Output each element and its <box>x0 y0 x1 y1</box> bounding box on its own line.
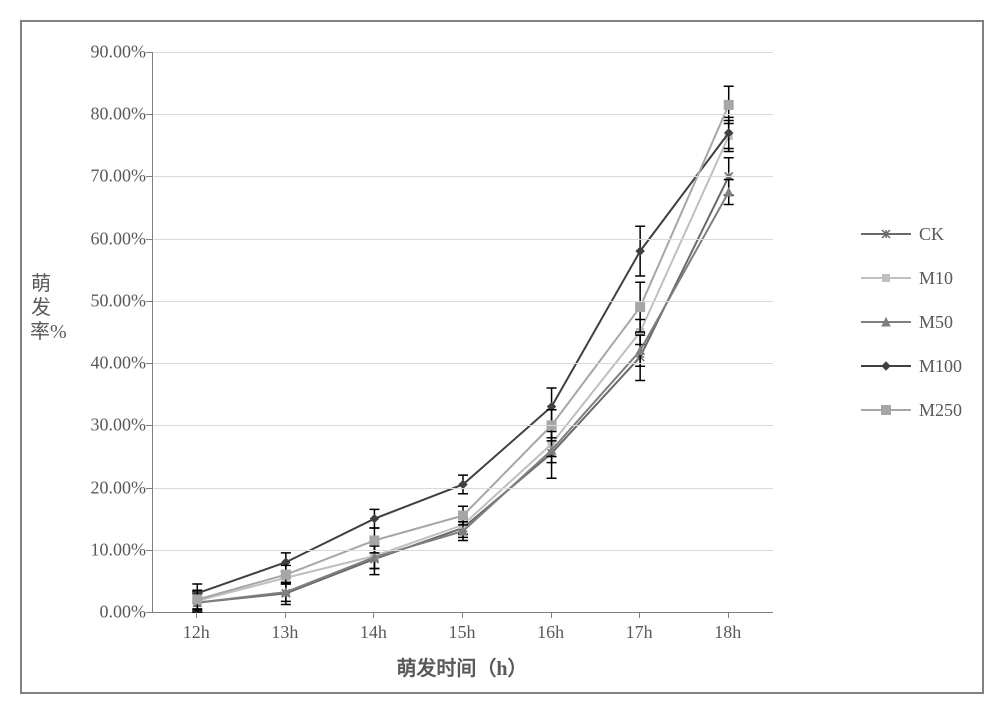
x-tick-mark <box>285 612 286 618</box>
gridline <box>153 176 773 177</box>
y-tick-label: 60.00% <box>56 228 146 249</box>
legend-marker-icon <box>882 275 889 282</box>
y-tick-label: 80.00% <box>56 104 146 125</box>
legend-label: M10 <box>919 268 953 289</box>
x-tick-label: 16h <box>537 622 564 643</box>
y-tick-mark <box>146 176 152 177</box>
marker-M250 <box>370 536 379 545</box>
y-tick-label: 0.00% <box>56 602 146 623</box>
gridline <box>153 239 773 240</box>
legend-label: M250 <box>919 400 962 421</box>
x-tick-label: 18h <box>714 622 741 643</box>
legend-marker-icon <box>881 406 890 415</box>
marker-M100 <box>370 515 378 523</box>
legend-line <box>861 233 911 235</box>
legend-label: M100 <box>919 356 962 377</box>
legend-item-M100: M100 <box>861 354 962 378</box>
y-tick-mark <box>146 550 152 551</box>
plot-area <box>152 52 773 613</box>
y-tick-label: 50.00% <box>56 290 146 311</box>
gridline <box>153 114 773 115</box>
legend-label: M50 <box>919 312 953 333</box>
y-tick-label: 30.00% <box>56 415 146 436</box>
gridline <box>153 52 773 53</box>
marker-M250 <box>281 570 290 579</box>
legend-line <box>861 409 911 411</box>
gridline <box>153 425 773 426</box>
y-tick-mark <box>146 114 152 115</box>
legend: CK M10 M50 M100 M250 <box>861 222 962 442</box>
y-tick-mark <box>146 239 152 240</box>
legend-label: CK <box>919 224 944 245</box>
legend-line <box>861 365 911 367</box>
x-tick-label: 12h <box>183 622 210 643</box>
x-tick-label: 15h <box>449 622 476 643</box>
x-tick-label: 14h <box>360 622 387 643</box>
marker-M250 <box>724 100 733 109</box>
chart-svg <box>153 52 773 612</box>
x-tick-mark <box>728 612 729 618</box>
gridline <box>153 363 773 364</box>
y-axis-title: 萌发率% <box>30 272 52 344</box>
y-tick-label: 40.00% <box>56 353 146 374</box>
legend-line <box>861 321 911 323</box>
gridline <box>153 550 773 551</box>
legend-marker-icon <box>882 318 890 326</box>
legend-line <box>861 277 911 279</box>
x-tick-mark <box>551 612 552 618</box>
marker-M250 <box>193 595 202 604</box>
y-tick-label: 10.00% <box>56 539 146 560</box>
legend-item-M10: M10 <box>861 266 962 290</box>
y-tick-mark <box>146 612 152 613</box>
x-axis-title: 萌发时间（h） <box>22 652 902 681</box>
x-tick-mark <box>196 612 197 618</box>
legend-item-M50: M50 <box>861 310 962 334</box>
y-tick-label: 70.00% <box>56 166 146 187</box>
legend-item-M250: M250 <box>861 398 962 422</box>
y-tick-mark <box>146 363 152 364</box>
gridline <box>153 301 773 302</box>
y-tick-mark <box>146 52 152 53</box>
x-tick-label: 13h <box>271 622 298 643</box>
y-tick-mark <box>146 301 152 302</box>
marker-M50 <box>725 188 733 196</box>
y-tick-mark <box>146 425 152 426</box>
legend-marker-icon <box>882 362 890 370</box>
y-tick-label: 90.00% <box>56 42 146 63</box>
gridline <box>153 488 773 489</box>
y-tick-label: 20.00% <box>56 477 146 498</box>
x-tick-mark <box>639 612 640 618</box>
x-tick-label: 17h <box>626 622 653 643</box>
chart-container: 萌发率% 萌发时间（h） CK M10 M50 M100 M250 0.00% 10.00… <box>20 20 984 694</box>
x-tick-mark <box>462 612 463 618</box>
marker-M250 <box>459 511 468 520</box>
legend-item-CK: CK <box>861 222 962 246</box>
marker-M250 <box>636 303 645 312</box>
legend-marker-icon <box>882 230 890 238</box>
x-tick-mark <box>373 612 374 618</box>
y-tick-mark <box>146 488 152 489</box>
